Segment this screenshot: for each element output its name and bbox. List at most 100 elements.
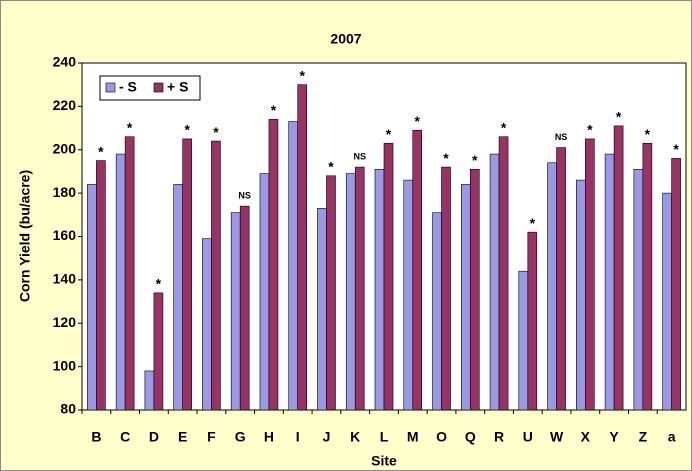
- legend-label: - S: [119, 79, 137, 95]
- x-tick-label: O: [436, 429, 447, 445]
- annotation: *: [184, 122, 190, 138]
- bar: [326, 175, 336, 411]
- annotation: *: [587, 122, 593, 138]
- annotation: *: [271, 102, 277, 118]
- x-tick-label: X: [581, 429, 591, 445]
- annotation: *: [673, 141, 679, 157]
- annotation: *: [127, 119, 133, 135]
- annotation: NS: [353, 151, 366, 161]
- bar: [87, 184, 97, 411]
- x-tick-label: Z: [639, 429, 648, 445]
- bar: [469, 168, 480, 411]
- annotation: *: [645, 126, 651, 142]
- annotation: *: [299, 67, 305, 83]
- bar: [115, 153, 126, 411]
- x-tick-label: D: [149, 429, 159, 445]
- bar: [153, 292, 164, 411]
- y-tick-label: 200: [53, 140, 77, 156]
- annotation: *: [443, 150, 449, 166]
- y-tick-label: 160: [53, 227, 77, 243]
- bar: [642, 142, 653, 411]
- bar: [671, 158, 681, 411]
- x-tick-label: a: [668, 429, 676, 445]
- x-tick-label: H: [264, 429, 274, 445]
- annotation: *: [530, 215, 536, 231]
- x-tick-label: L: [380, 429, 389, 445]
- bar: [412, 129, 423, 411]
- x-tick-label: G: [235, 429, 246, 445]
- annotation: NS: [555, 132, 568, 142]
- bar: [202, 238, 212, 411]
- bar: [230, 212, 241, 411]
- bar: [547, 162, 557, 411]
- bar: [403, 179, 414, 411]
- bar: [518, 270, 529, 411]
- chart-title: 2007: [330, 31, 361, 47]
- bar: [383, 142, 394, 411]
- legend-swatch: [153, 82, 164, 93]
- y-axis-label: Corn Yield (bu/acre): [17, 170, 33, 302]
- annotation: *: [616, 109, 622, 125]
- legend-label: + S: [167, 79, 188, 95]
- annotation: *: [386, 126, 392, 142]
- x-tick-label: W: [550, 429, 564, 445]
- annotation: *: [415, 113, 421, 129]
- bar: [556, 147, 566, 411]
- legend-box: [99, 75, 201, 101]
- bar: [460, 184, 471, 411]
- bar: [662, 192, 672, 411]
- bar: [317, 208, 327, 411]
- x-tick-label: E: [178, 429, 187, 445]
- bar: [268, 119, 279, 411]
- bar: [345, 173, 356, 411]
- bar: [604, 153, 615, 411]
- bar: [527, 231, 538, 411]
- bar: [441, 166, 451, 411]
- x-tick-label: U: [523, 429, 533, 445]
- y-tick-label: 220: [53, 97, 77, 113]
- x-tick-label: C: [120, 429, 130, 445]
- x-tick-label: B: [91, 429, 101, 445]
- x-tick-label: K: [350, 429, 360, 445]
- annotation: *: [156, 276, 162, 292]
- x-tick-label: Y: [609, 429, 619, 445]
- x-tick-label: J: [323, 429, 331, 445]
- bar: [124, 136, 135, 411]
- y-tick-label: 180: [53, 184, 77, 200]
- annotation: *: [472, 152, 478, 168]
- y-tick-label: 100: [53, 357, 77, 373]
- x-tick-label: R: [494, 429, 504, 445]
- annotation: NS: [238, 191, 251, 201]
- y-tick-label: 80: [60, 401, 76, 417]
- bar: [144, 370, 155, 411]
- bar: [354, 166, 365, 411]
- bar: [182, 138, 192, 411]
- bar: [259, 173, 270, 411]
- bar: [498, 136, 509, 411]
- annotation: *: [213, 124, 219, 140]
- annotation: *: [328, 158, 334, 174]
- bar: [585, 138, 595, 411]
- annotation: *: [501, 119, 507, 135]
- x-tick-label: M: [407, 429, 419, 445]
- bar: [288, 121, 299, 411]
- bar: [374, 168, 385, 411]
- y-tick-label: 240: [53, 54, 77, 70]
- x-tick-label: Q: [465, 429, 476, 445]
- bar: [489, 153, 500, 411]
- bar: [576, 179, 586, 411]
- annotation: *: [98, 143, 104, 159]
- bar: [173, 184, 183, 411]
- bar: [633, 168, 644, 411]
- x-tick-label: I: [296, 429, 300, 445]
- legend-swatch: [105, 82, 116, 93]
- bar: [432, 212, 442, 411]
- x-axis-label: Site: [371, 453, 397, 469]
- x-tick-label: F: [207, 429, 216, 445]
- y-tick-label: 120: [53, 314, 77, 330]
- bar: [239, 205, 250, 411]
- bar: [613, 125, 624, 411]
- bar: [297, 84, 308, 411]
- bar: [211, 140, 221, 411]
